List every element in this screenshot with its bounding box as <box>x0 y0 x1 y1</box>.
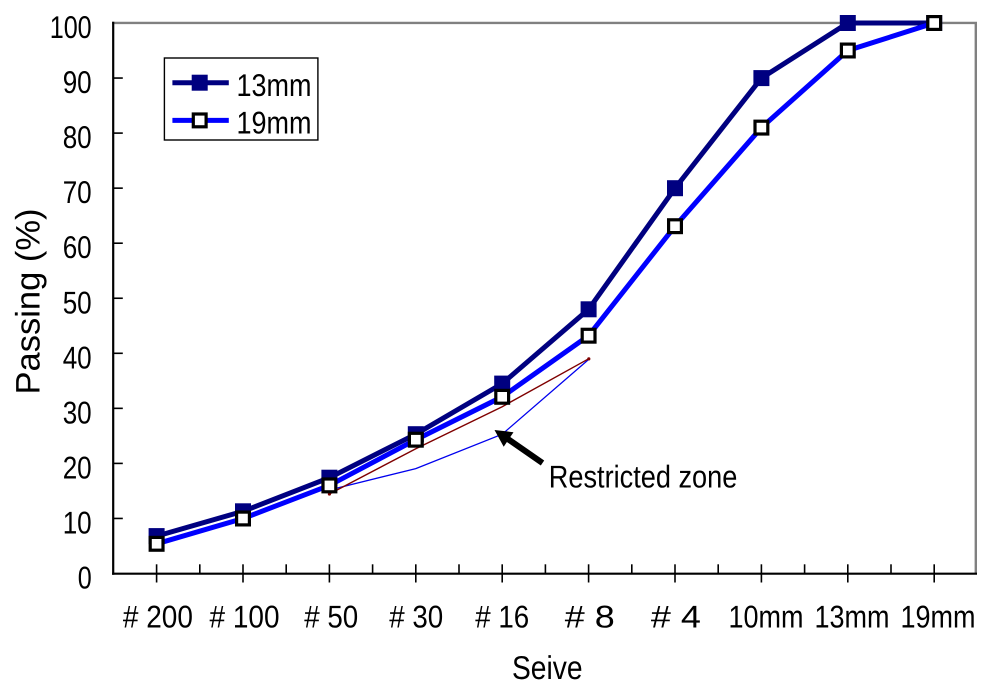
svg-text:13mm: 13mm <box>815 599 890 635</box>
svg-text:30: 30 <box>63 394 92 430</box>
svg-text:# 50: # 50 <box>304 599 358 635</box>
svg-text:Restricted zone: Restricted zone <box>549 459 738 495</box>
svg-text:60: 60 <box>63 229 92 265</box>
svg-text:# 16: # 16 <box>475 599 529 635</box>
svg-text:19mm: 19mm <box>901 599 976 635</box>
svg-text:# 30: # 30 <box>389 599 443 635</box>
svg-text:10: 10 <box>63 505 92 541</box>
svg-text:40: 40 <box>63 339 92 375</box>
svg-text:90: 90 <box>63 64 92 100</box>
svg-text:19mm: 19mm <box>237 105 312 141</box>
svg-text:# 8: # 8 <box>565 599 615 635</box>
svg-text:Passing (%): Passing (%) <box>10 208 48 394</box>
svg-text:70: 70 <box>63 174 92 210</box>
svg-text:0: 0 <box>78 560 92 596</box>
svg-text:13mm: 13mm <box>237 67 312 103</box>
svg-text:50: 50 <box>63 284 92 320</box>
svg-text:10mm: 10mm <box>729 599 804 635</box>
svg-text:80: 80 <box>63 119 92 155</box>
svg-text:100: 100 <box>50 9 92 45</box>
svg-text:Seive: Seive <box>512 649 583 686</box>
svg-text:# 4: # 4 <box>651 599 701 635</box>
svg-text:# 100: # 100 <box>210 599 280 635</box>
svg-text:# 200: # 200 <box>123 599 193 635</box>
svg-text:20: 20 <box>63 449 92 485</box>
